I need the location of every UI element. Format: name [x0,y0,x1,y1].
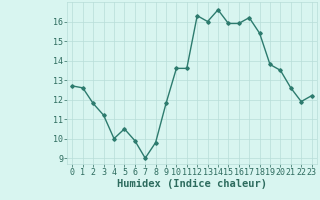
X-axis label: Humidex (Indice chaleur): Humidex (Indice chaleur) [117,179,267,189]
